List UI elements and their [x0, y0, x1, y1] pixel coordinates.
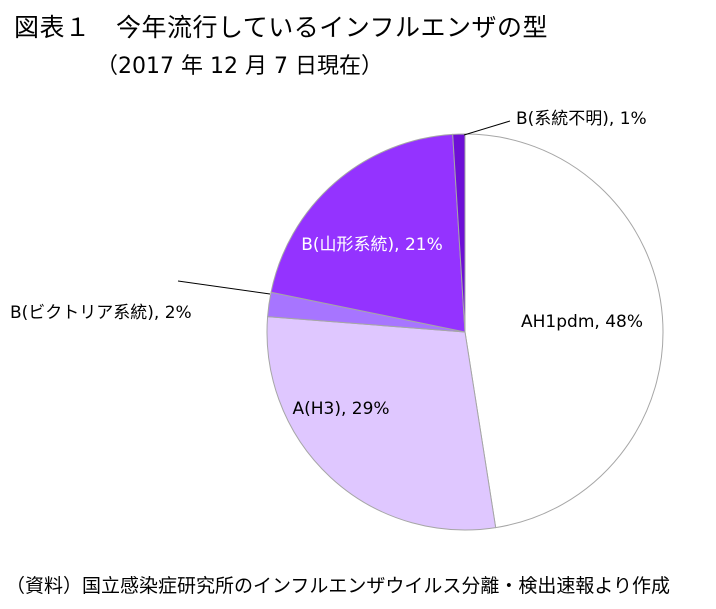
data-labels: AH1pdm, 48% A(H3), 29% B(ビクトリア系統), 2% B(山形系…	[10, 109, 647, 419]
leader-line-b-unknown	[463, 120, 511, 136]
source-note: （資料）国立感染症研究所のインフルエンザウイルス分離・検出速報より作成	[6, 575, 671, 597]
pie-slice-ah1pdm	[464, 133, 664, 529]
data-label-b-victoria: B(ビクトリア系統), 2%	[10, 303, 192, 323]
chart-title: 図表１ 今年流行しているインフルエンザの型	[14, 13, 549, 42]
pie-slices	[266, 133, 664, 531]
data-label-a-h3: A(H3), 29%	[292, 399, 389, 419]
data-label-b-unknown: B(系統不明), 1%	[516, 109, 647, 129]
chart-subtitle: （2017 年 12 月 7 日現在）	[96, 54, 383, 79]
leader-lines	[177, 120, 511, 295]
data-label-ah1pdm: AH1pdm, 48%	[521, 312, 643, 332]
leader-line-b-victoria	[177, 280, 271, 295]
pie-slice-a-h3	[266, 316, 497, 531]
pie-slice-b-unknown	[452, 133, 466, 333]
data-label-b-yamagata: B(山形系統), 21%	[301, 235, 443, 255]
pie-slice-b-yamagata	[270, 133, 466, 333]
